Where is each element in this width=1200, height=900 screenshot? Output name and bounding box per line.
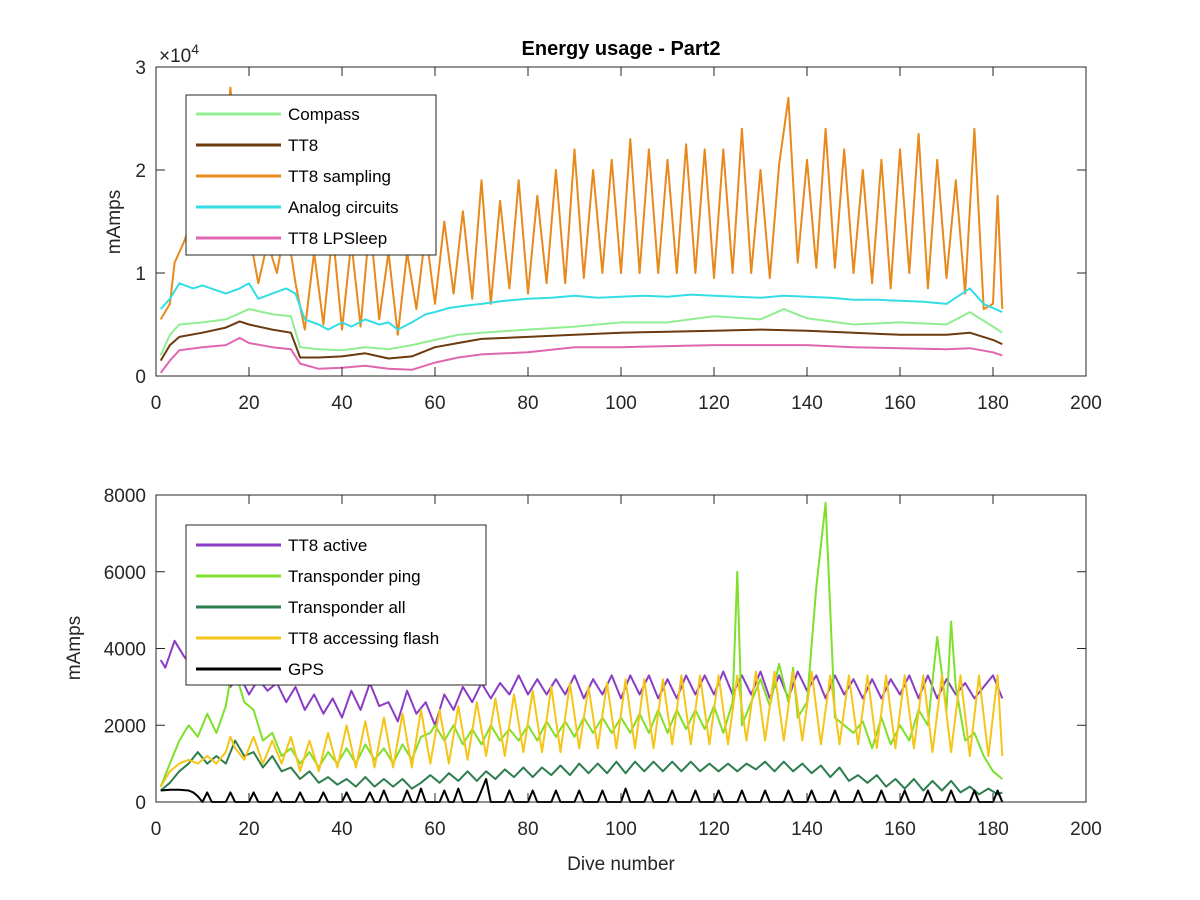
top-y-axis-label: mAmps bbox=[104, 190, 125, 254]
bottom-legend-label-2: Transponder all bbox=[288, 598, 406, 617]
top-y-tick-label-0: 0 bbox=[135, 367, 146, 388]
bottom-y-tick-label-4: 8000 bbox=[104, 486, 146, 507]
bottom-y-tick-label-2: 4000 bbox=[104, 640, 146, 661]
top-plot-series bbox=[159, 86, 1004, 374]
top-x-tick-label-3: 60 bbox=[424, 393, 445, 414]
bottom-y-axis-label: mAmps bbox=[64, 616, 85, 680]
top-legend-label-2: TT8 sampling bbox=[288, 167, 391, 186]
bottom-y-tick-label-1: 2000 bbox=[104, 716, 146, 737]
top-x-tick-label-4: 80 bbox=[517, 393, 538, 414]
bottom-x-tick-label-4: 80 bbox=[517, 819, 538, 840]
top-legend-label-4: TT8 LPSleep bbox=[288, 229, 387, 248]
bottom-plot-ticks: 0 20 40 60 80 100 120 140 160 180 2000200040006000… bbox=[104, 486, 1102, 840]
bottom-y-tick-label-0: 0 bbox=[135, 793, 146, 814]
bottom-legend-label-3: TT8 accessing flash bbox=[288, 629, 439, 648]
bottom-x-tick-label-6: 120 bbox=[698, 819, 730, 840]
top-x-tick-label-1: 20 bbox=[238, 393, 259, 414]
top-y-tick-label-2: 2 bbox=[135, 161, 146, 182]
top-series-line-1 bbox=[159, 320, 1003, 362]
top-legend-label-0: Compass bbox=[288, 105, 360, 124]
top-series-line-3 bbox=[159, 282, 1003, 331]
top-y-tick-label-3: 3 bbox=[135, 58, 146, 79]
top-legend-label-3: Analog circuits bbox=[288, 198, 399, 217]
top-series-line-4 bbox=[159, 336, 1003, 374]
top-y-tick-label-1: 1 bbox=[135, 264, 146, 285]
top-series-line-0 bbox=[159, 308, 1003, 356]
top-plot-ticks: 0 20 40 60 80 100 120 140 160 180 200 0 1 2 3 bbox=[135, 58, 1101, 414]
top-y-exponent: ×104 bbox=[159, 41, 199, 67]
bottom-series-line-2 bbox=[160, 739, 1003, 796]
bottom-legend-label-4: GPS bbox=[288, 660, 324, 679]
bottom-series-line-1 bbox=[159, 501, 1003, 787]
top-x-tick-label-0: 0 bbox=[151, 393, 162, 414]
top-x-tick-label-2: 40 bbox=[331, 393, 352, 414]
top-x-tick-label-9: 180 bbox=[977, 393, 1009, 414]
bottom-x-tick-label-7: 140 bbox=[791, 819, 823, 840]
top-legend-label-1: TT8 bbox=[288, 136, 318, 155]
top-x-tick-label-10: 200 bbox=[1070, 393, 1102, 414]
figure-title: Energy usage - Part2 bbox=[522, 38, 721, 60]
bottom-x-tick-label-3: 60 bbox=[424, 819, 445, 840]
top-x-tick-label-6: 120 bbox=[698, 393, 730, 414]
bottom-plot-legend: TT8 active Transponder ping Transponder al… bbox=[185, 524, 487, 686]
bottom-series-line-0 bbox=[159, 639, 1004, 727]
bottom-x-tick-label-5: 100 bbox=[605, 819, 637, 840]
bottom-x-axis-label: Dive number bbox=[567, 854, 675, 875]
top-plot: 0 20 40 60 80 100 120 140 160 180 200 0 1 2 3 ×104 mAm… bbox=[104, 41, 1102, 414]
top-x-tick-label-8: 160 bbox=[884, 393, 916, 414]
bottom-x-tick-label-2: 40 bbox=[331, 819, 352, 840]
bottom-series-line-3 bbox=[159, 670, 1004, 788]
bottom-x-tick-label-10: 200 bbox=[1070, 819, 1102, 840]
bottom-x-tick-label-1: 20 bbox=[238, 819, 259, 840]
top-series-line-2 bbox=[159, 86, 1004, 336]
top-y-exponent-base: ×10 bbox=[159, 46, 191, 67]
top-x-tick-label-7: 140 bbox=[791, 393, 823, 414]
bottom-x-tick-label-8: 160 bbox=[884, 819, 916, 840]
bottom-x-tick-label-0: 0 bbox=[151, 819, 162, 840]
bottom-x-tick-label-9: 180 bbox=[977, 819, 1009, 840]
bottom-legend-box bbox=[185, 524, 487, 686]
top-plot-legend: Compass TT8 TT8 sampling Analog circuits TT8… bbox=[185, 94, 437, 256]
bottom-legend-label-0: TT8 active bbox=[288, 536, 367, 555]
top-x-tick-label-5: 100 bbox=[605, 393, 637, 414]
top-y-exponent-power: 4 bbox=[191, 41, 199, 57]
bottom-legend-label-1: Transponder ping bbox=[288, 567, 421, 586]
bottom-plot: 0 20 40 60 80 100 120 140 160 180 2000200040006000… bbox=[64, 486, 1102, 875]
bottom-y-tick-label-3: 6000 bbox=[104, 563, 146, 584]
